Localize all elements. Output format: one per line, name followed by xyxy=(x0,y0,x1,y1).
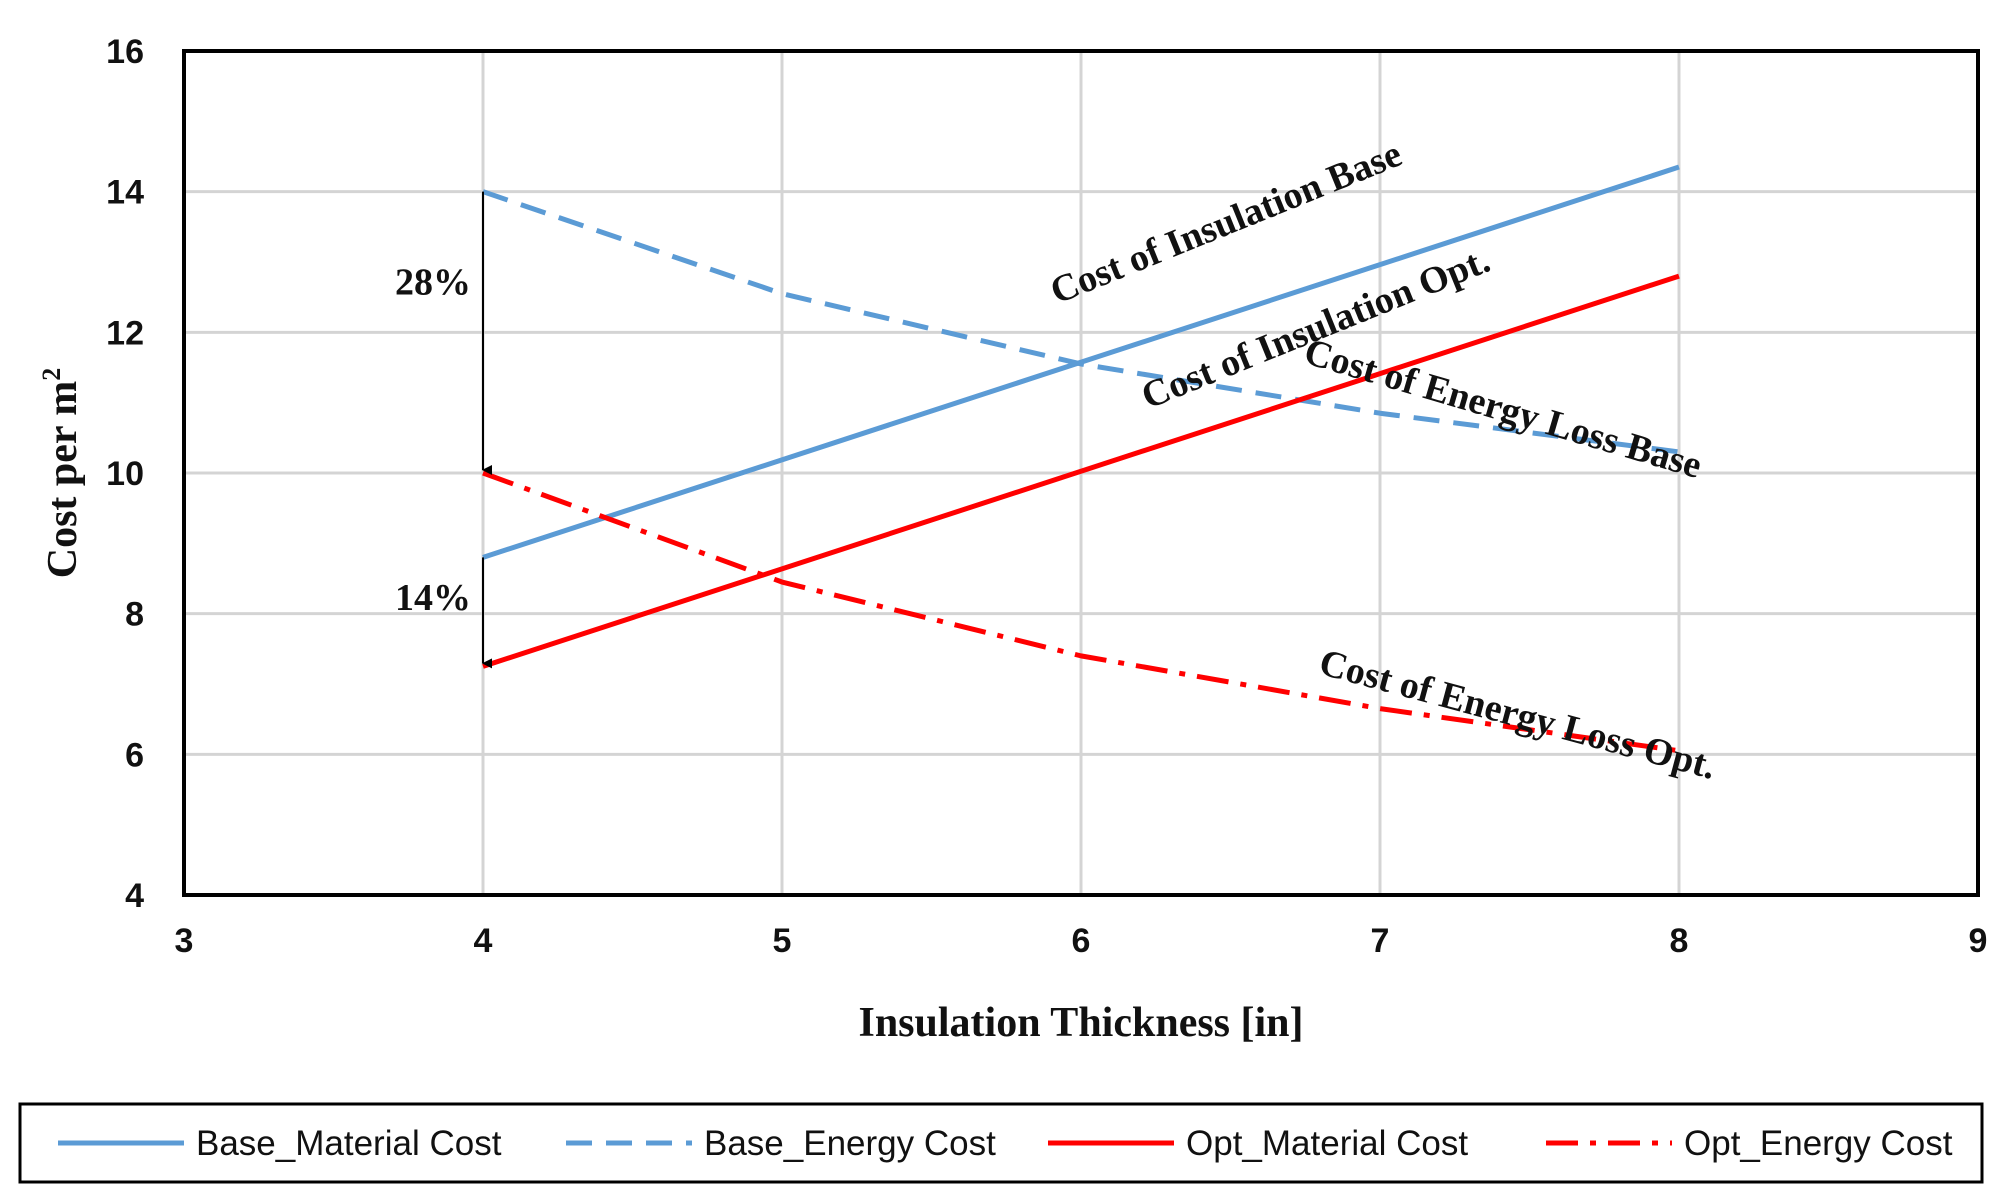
legend-label-1: Base_Material Cost xyxy=(196,1124,502,1163)
legend-label-2: Base_Energy Cost xyxy=(704,1124,996,1163)
y-tick-label: 14 xyxy=(106,174,144,212)
arrow-group: 28% 14% xyxy=(395,191,492,669)
x-tick-label: 6 xyxy=(1072,922,1091,960)
x-tick-label: 7 xyxy=(1371,922,1390,960)
x-tick-labels: 3 4 5 6 7 8 9 xyxy=(175,922,1988,960)
legend-label-3: Opt_Material Cost xyxy=(1186,1124,1468,1163)
legend: Base_Material Cost Base_Energy Cost Opt_Ma… xyxy=(18,1102,1984,1184)
y-tick-label: 8 xyxy=(125,596,144,634)
y-tick-label: 10 xyxy=(106,455,144,493)
series-group xyxy=(482,164,1680,754)
curve-annotation-1: Cost of Insulation Base xyxy=(1044,133,1407,313)
y-tick-label: 16 xyxy=(106,33,144,71)
curve-annotation-4: Cost of Energy Loss Opt. xyxy=(1315,641,1720,788)
y-tick-label: 6 xyxy=(125,736,144,774)
y-tick-label: 12 xyxy=(106,314,144,352)
y-axis-title-superscript: 2 xyxy=(37,368,66,381)
y-tick-label: 4 xyxy=(125,877,144,915)
y-axis-title-main: Cost per m xyxy=(40,381,86,579)
curve-annotation-3: Cost of Energy Loss Base xyxy=(1300,331,1707,487)
x-tick-label: 8 xyxy=(1670,922,1689,960)
y-axis-title: Cost per m2 xyxy=(37,368,86,579)
y-tick-labels: 4 6 8 10 12 14 16 xyxy=(106,33,144,915)
series-line-3 xyxy=(482,273,1680,669)
plot-frame xyxy=(182,49,1980,897)
reduction-label-2: 14% xyxy=(395,577,471,619)
x-tick-label: 3 xyxy=(175,922,194,960)
x-tick-label: 9 xyxy=(1969,922,1988,960)
legend-label-4: Opt_Energy Cost xyxy=(1684,1124,1953,1163)
x-tick-label: 5 xyxy=(773,922,792,960)
x-tick-label: 4 xyxy=(474,922,493,960)
x-axis-title: Insulation Thickness [in] xyxy=(858,1000,1303,1046)
reduction-label-1: 28% xyxy=(395,261,471,303)
